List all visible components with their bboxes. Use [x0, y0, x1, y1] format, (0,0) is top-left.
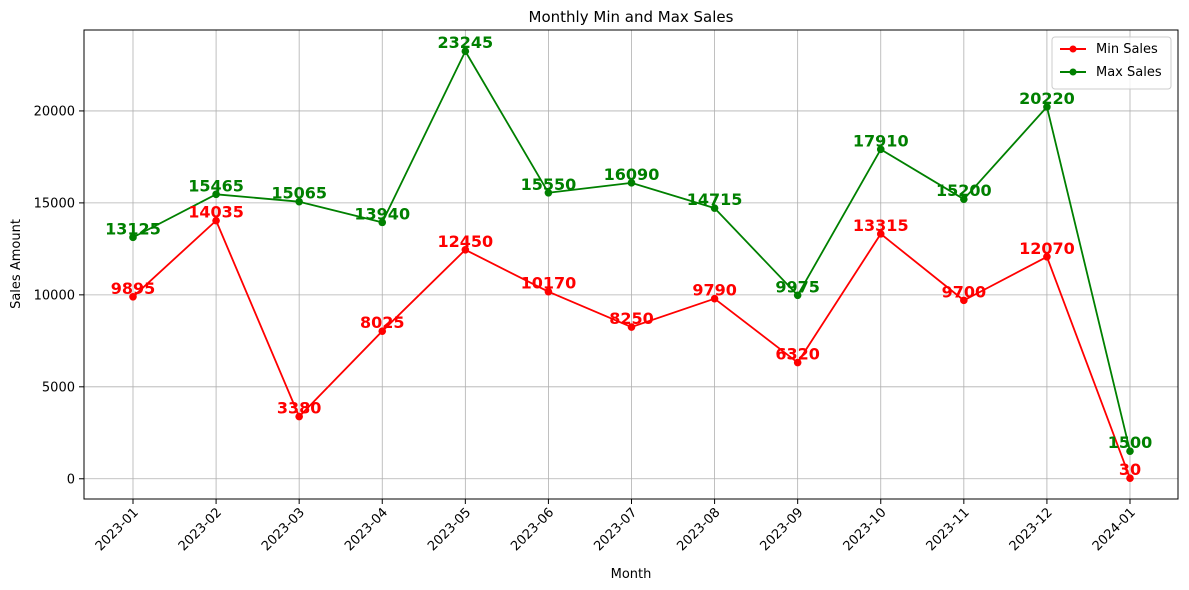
data-point-max-sales	[960, 195, 968, 204]
data-point-min-sales	[1126, 474, 1134, 483]
data-point-max-sales	[544, 188, 553, 197]
plot-frame	[83, 29, 1179, 500]
data-point-min-sales	[212, 216, 220, 225]
legend-label-max-sales: Max Sales	[1096, 65, 1162, 80]
data-label-min-sales: 12070	[1019, 239, 1075, 258]
data-label-min-sales: 13315	[853, 216, 909, 235]
data-label-min-sales: 14035	[188, 203, 244, 222]
chart-title: Monthly Min and Max Sales	[529, 8, 734, 26]
data-point-min-sales	[129, 292, 137, 301]
legend: Min Sales Max Sales	[1051, 36, 1172, 90]
data-point-max-sales	[212, 190, 220, 199]
series-points	[129, 47, 1134, 483]
data-label-min-sales: 6320	[775, 345, 820, 364]
data-label-max-sales: 9975	[775, 277, 820, 296]
data-label-min-sales: 10170	[521, 274, 577, 293]
y-tick-label: 0	[67, 472, 75, 487]
x-axis-label: Month	[611, 567, 652, 582]
data-point-max-sales	[876, 145, 885, 154]
data-label-max-sales: 23245	[437, 33, 493, 52]
data-point-max-sales	[793, 291, 802, 300]
x-tick-label: 2023-09	[757, 505, 806, 554]
data-point-min-sales	[295, 412, 303, 421]
data-point-min-sales	[876, 230, 885, 238]
x-tick-label: 2023-08	[674, 505, 723, 554]
data-label-max-sales: 15065	[271, 184, 327, 203]
y-tick-label: 20000	[34, 104, 75, 119]
data-label-min-sales: 8025	[360, 313, 405, 332]
data-label-min-sales: 9700	[942, 282, 987, 301]
x-tick-label: 2023-03	[259, 505, 308, 554]
data-label-max-sales: 1500	[1108, 433, 1153, 452]
data-label-min-sales: 8250	[609, 309, 654, 328]
data-label-max-sales: 15200	[936, 181, 992, 200]
y-axis-label: Sales Amount	[9, 219, 24, 309]
data-label-min-sales: 30	[1119, 460, 1141, 479]
data-point-max-sales	[378, 218, 387, 227]
y-tick-label: 10000	[34, 288, 75, 303]
legend-marker-min-sales	[1069, 45, 1077, 53]
data-point-max-sales	[1043, 103, 1051, 111]
data-label-max-sales: 16090	[604, 165, 660, 184]
data-label-max-sales: 14715	[687, 190, 743, 209]
x-tick-label: 2023-07	[591, 505, 640, 554]
data-point-min-sales	[378, 327, 387, 335]
data-point-min-sales	[1043, 252, 1051, 261]
data-label-min-sales: 9790	[692, 281, 737, 300]
data-point-min-sales	[461, 245, 470, 254]
x-tick-label: 2023-01	[93, 505, 142, 554]
data-point-max-sales	[295, 197, 303, 206]
data-label-max-sales: 20220	[1019, 89, 1075, 108]
x-tick-label: 2024-01	[1090, 505, 1139, 554]
data-point-min-sales	[627, 323, 636, 331]
x-tick-label: 2023-04	[342, 505, 391, 554]
x-tick-label: 2023-11	[924, 505, 973, 554]
data-point-min-sales	[793, 358, 802, 367]
x-tick-label: 2023-05	[425, 505, 474, 554]
data-point-min-sales	[544, 287, 553, 296]
data-point-min-sales	[710, 294, 719, 303]
x-tick-label: 2023-06	[508, 505, 557, 554]
data-point-max-sales	[129, 233, 137, 242]
x-tick-label: 2023-02	[176, 505, 225, 554]
data-label-max-sales: 15550	[521, 175, 577, 194]
data-point-max-sales	[1126, 447, 1134, 455]
legend-label-min-sales: Min Sales	[1096, 42, 1158, 57]
x-tick-label: 2023-12	[1007, 505, 1056, 554]
y-tick-label: 5000	[42, 380, 75, 395]
data-point-min-sales	[960, 296, 968, 305]
data-point-max-sales	[627, 179, 636, 187]
data-label-max-sales: 15465	[188, 176, 244, 195]
data-label-min-sales: 3380	[277, 399, 322, 418]
data-label-min-sales: 12450	[437, 232, 493, 251]
data-label-min-sales: 9895	[111, 279, 156, 298]
y-axis-ticks: 0 5000 10000 15000 20000	[34, 104, 84, 487]
y-tick-label: 15000	[34, 196, 75, 211]
x-tick-label: 2023-10	[841, 505, 890, 554]
data-point-max-sales	[710, 204, 719, 212]
data-label-max-sales: 13940	[354, 204, 410, 223]
data-label-max-sales: 13125	[105, 219, 161, 238]
legend-marker-max-sales	[1069, 68, 1077, 76]
grid	[84, 30, 1178, 499]
data-labels: 9895 14035 3380 8025 12450 10170 8250 9790 6320 1…	[105, 33, 1152, 479]
data-label-max-sales: 17910	[853, 131, 909, 150]
data-point-max-sales	[461, 47, 470, 56]
x-axis-ticks: 2023-01 2023-02 2023-03 2023-04 2023-05 2023-…	[93, 499, 1139, 554]
